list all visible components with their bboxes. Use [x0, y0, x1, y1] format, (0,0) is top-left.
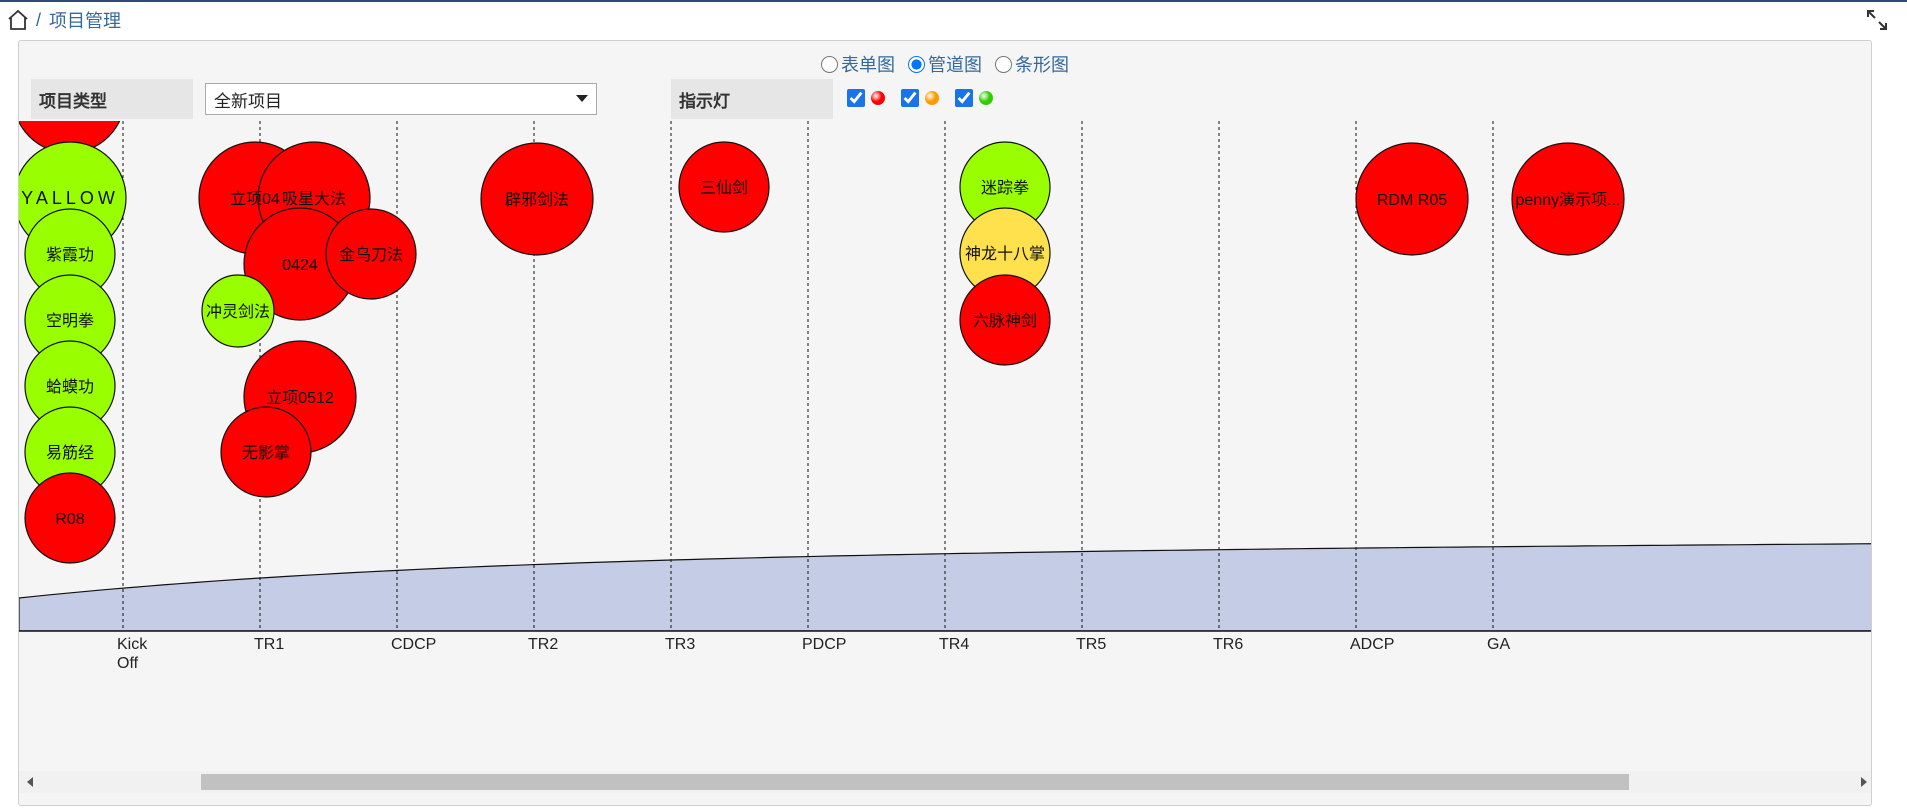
- project-label: 神龙十八掌: [965, 245, 1045, 263]
- horizontal-scrollbar[interactable]: [19, 771, 1871, 793]
- project-bubble: [959, 274, 1051, 366]
- breadcrumb: / 项目管理: [6, 6, 121, 34]
- project-bubble: [1511, 142, 1625, 256]
- project-type-label: 项目类型: [31, 79, 193, 119]
- view-label-pipeline: 管道图: [928, 55, 982, 75]
- indicator-dot-green-icon: [979, 91, 993, 105]
- stage-label: TR5: [1076, 636, 1106, 653]
- project-bubble: [24, 472, 116, 564]
- indicator-dot-red-icon: [871, 91, 885, 105]
- stage-label: Kick Off: [117, 636, 148, 672]
- trend-area: [19, 543, 1871, 632]
- project-label: R08: [55, 511, 84, 528]
- view-radio-form[interactable]: [820, 55, 838, 73]
- indicator-checkbox-red[interactable]: [847, 89, 865, 107]
- project-bubble: [1355, 142, 1469, 256]
- project-type-select[interactable]: 全新项目: [205, 83, 597, 115]
- page-title[interactable]: 项目管理: [49, 11, 122, 31]
- scroll-right-icon[interactable]: [1861, 777, 1867, 787]
- project-label: RDM R05: [1377, 192, 1447, 209]
- view-toggle: 表单图 管道图 条形图: [19, 51, 1871, 78]
- view-label-form: 表单图: [840, 55, 895, 75]
- project-label: 辟邪剑法: [505, 191, 569, 209]
- stage-label: PDCP: [802, 636, 846, 653]
- project-label: 易筋经: [46, 444, 94, 462]
- horizontal-scroll-thumb[interactable]: [201, 774, 1629, 790]
- project-label: 六脉神剑: [973, 312, 1037, 330]
- breadcrumb-separator: /: [36, 9, 42, 30]
- indicator-dot-orange-icon: [925, 91, 939, 105]
- axis-mask: [19, 631, 1871, 634]
- fullscreen-icon[interactable]: [1865, 8, 1889, 32]
- project-label: penny演示项...: [1516, 191, 1621, 209]
- project-bubble: [325, 208, 417, 300]
- view-option-form[interactable]: 表单图: [820, 51, 895, 77]
- pipeline-panel: 表单图 管道图 条形图 项目类型 全新项目 指示灯 Kick Off TR1 CDCP…: [18, 40, 1872, 806]
- scroll-left-icon[interactable]: [27, 777, 33, 787]
- stage-label: TR2: [528, 636, 558, 653]
- stage-label: TR1: [254, 636, 284, 653]
- view-option-bar[interactable]: 条形图: [995, 51, 1069, 77]
- project-type-value: 全新项目: [214, 91, 282, 111]
- project-label: 吸星大法: [282, 190, 346, 208]
- project-label: 蛤蟆功: [46, 378, 94, 396]
- indicator-checkbox-green[interactable]: [955, 89, 973, 107]
- view-radio-bar[interactable]: [995, 55, 1013, 73]
- view-radio-pipeline[interactable]: [908, 55, 925, 73]
- chevron-down-icon: [576, 95, 588, 102]
- project-label: 0424: [282, 257, 318, 274]
- stage-label: ADCP: [1350, 636, 1394, 653]
- pipeline-chart: Kick Off TR1 CDCP TR2 TR3 PDCP TR4 TR5 TR6 ADCP GA Y…: [19, 121, 1871, 761]
- indicator-label: 指示灯: [671, 79, 833, 119]
- project-label: YALLOW: [21, 188, 119, 208]
- top-border: [0, 0, 1907, 2]
- project-label: 迷踪拳: [981, 179, 1029, 197]
- project-bubble: [678, 141, 770, 233]
- project-label: 立项04: [230, 190, 280, 208]
- project-label: 三仙剑: [700, 179, 748, 197]
- project-label: 立项0512: [266, 389, 334, 407]
- view-option-pipeline[interactable]: 管道图: [908, 51, 982, 77]
- pipeline-svg: Kick Off TR1 CDCP TR2 TR3 PDCP TR4 TR5 TR6 ADCP GA Y…: [19, 121, 1871, 672]
- view-label-bar: 条形图: [1015, 55, 1070, 75]
- project-label: 紫霞功: [46, 246, 94, 264]
- indicator-checkbox-orange[interactable]: [901, 89, 919, 107]
- home-icon[interactable]: [6, 8, 30, 32]
- project-label: 空明拳: [46, 312, 94, 330]
- project-label: 金乌刀法: [339, 246, 403, 264]
- project-bubble: [220, 406, 312, 498]
- stage-label: TR6: [1213, 636, 1243, 653]
- project-bubble: [201, 274, 275, 348]
- project-label: 冲灵剑法: [206, 303, 270, 321]
- project-bubble: [480, 142, 594, 256]
- stage-label: TR4: [939, 636, 969, 653]
- stage-label: GA: [1487, 636, 1510, 653]
- stage-label: TR3: [665, 636, 695, 653]
- indicator-filters: [847, 89, 1003, 107]
- project-label: 无影掌: [242, 444, 290, 462]
- stage-label: CDCP: [391, 636, 436, 653]
